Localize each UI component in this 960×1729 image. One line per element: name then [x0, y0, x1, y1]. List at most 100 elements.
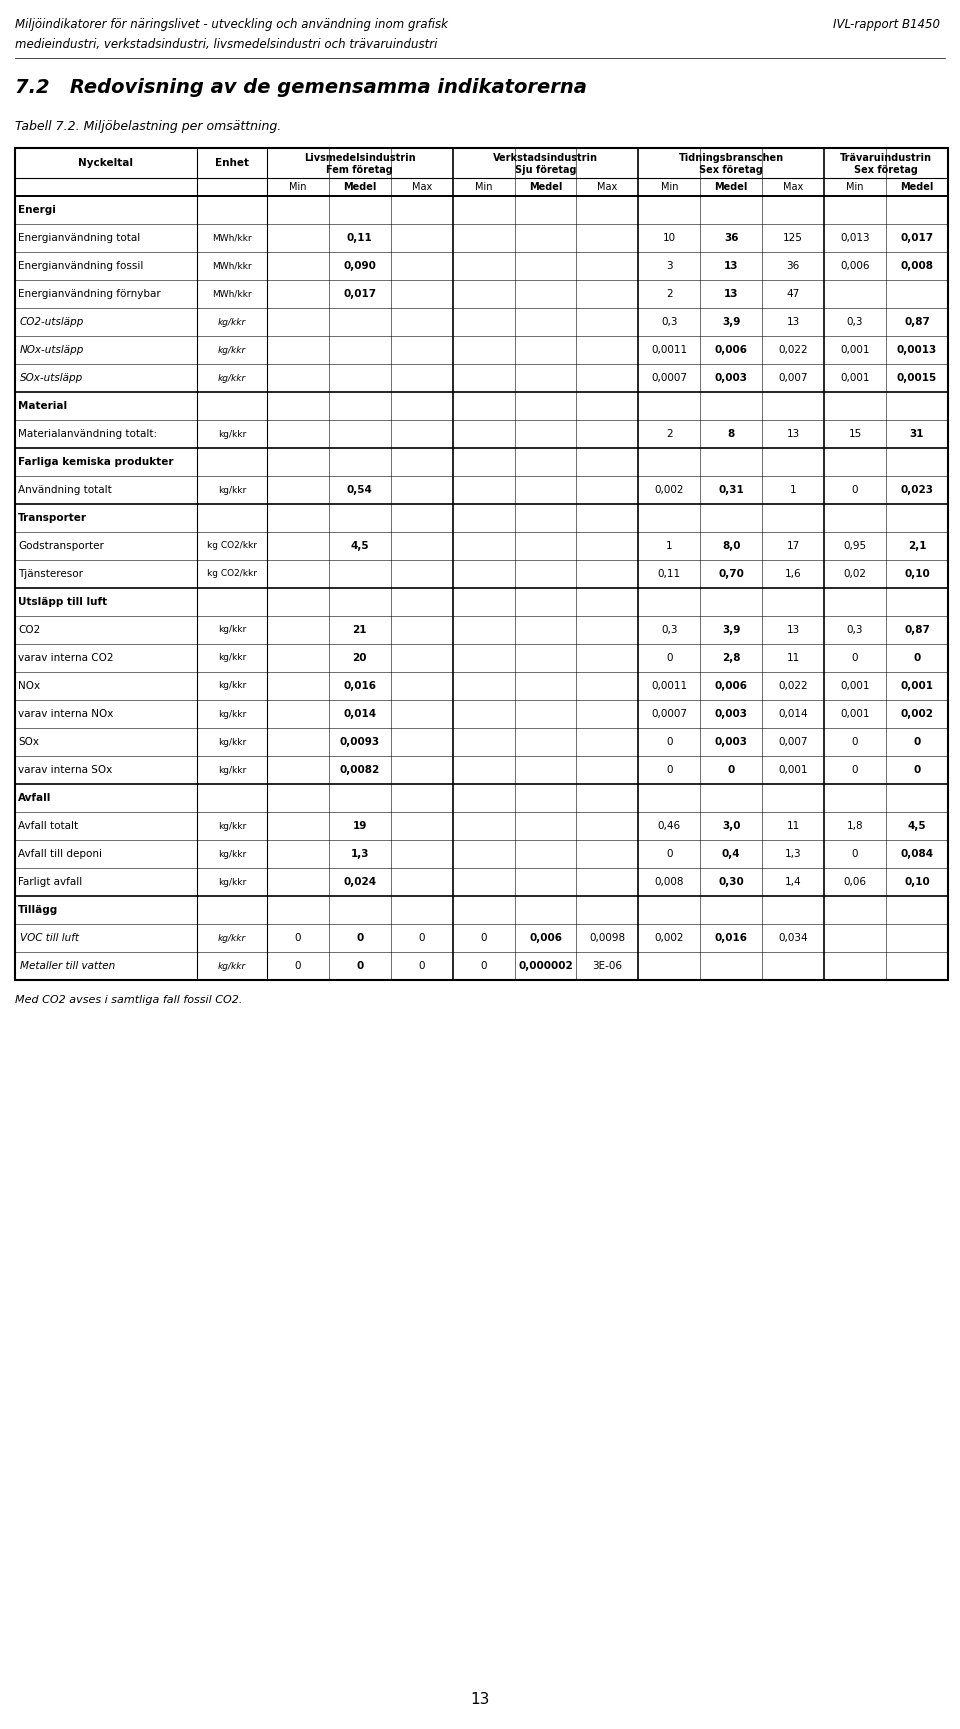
Text: Transporter: Transporter	[18, 514, 87, 522]
Text: 0,090: 0,090	[344, 261, 376, 271]
Text: Avfall till deponi: Avfall till deponi	[18, 849, 102, 859]
Text: Energianvändning fossil: Energianvändning fossil	[18, 261, 143, 271]
Text: Nyckeltal: Nyckeltal	[79, 157, 133, 168]
Text: 19: 19	[352, 821, 367, 832]
Text: 0,001: 0,001	[900, 681, 933, 692]
Text: 0,002: 0,002	[900, 709, 933, 719]
Text: MWh/kkr: MWh/kkr	[212, 233, 252, 242]
Text: 0,0098: 0,0098	[589, 934, 626, 942]
Text: kg CO2/kkr: kg CO2/kkr	[207, 541, 257, 550]
Text: Farligt avfall: Farligt avfall	[18, 877, 83, 887]
Text: Max: Max	[597, 182, 617, 192]
Text: kg/kkr: kg/kkr	[218, 878, 246, 887]
Text: SOx: SOx	[18, 737, 39, 747]
Text: 0,022: 0,022	[779, 346, 808, 354]
Text: 0,0007: 0,0007	[652, 373, 687, 384]
Text: 0,0093: 0,0093	[340, 737, 380, 747]
Text: Sju företag: Sju företag	[515, 164, 576, 175]
Text: 20: 20	[352, 654, 367, 662]
Text: 0: 0	[852, 486, 858, 494]
Text: Verkstadsindustrin: Verkstadsindustrin	[493, 152, 598, 163]
Text: 0: 0	[852, 654, 858, 662]
Text: 2: 2	[666, 289, 673, 299]
Text: 0,0007: 0,0007	[652, 709, 687, 719]
Text: kg/kkr: kg/kkr	[218, 318, 246, 327]
Text: 0: 0	[419, 934, 425, 942]
Text: 47: 47	[786, 289, 800, 299]
Text: varav interna NOx: varav interna NOx	[18, 709, 113, 719]
Text: 0,006: 0,006	[715, 681, 748, 692]
Text: 0,31: 0,31	[718, 486, 744, 494]
Text: 31: 31	[910, 429, 924, 439]
Text: 3,9: 3,9	[722, 316, 740, 327]
Text: 0,06: 0,06	[844, 877, 867, 887]
Text: 0,3: 0,3	[847, 624, 863, 635]
Text: Max: Max	[783, 182, 804, 192]
Text: Medel: Medel	[900, 182, 934, 192]
Text: 0,54: 0,54	[347, 486, 372, 494]
Text: 0,008: 0,008	[900, 261, 933, 271]
Text: 0,0015: 0,0015	[897, 373, 937, 384]
Text: 0: 0	[666, 764, 673, 775]
Text: Tabell 7.2. Miljöbelastning per omsättning.: Tabell 7.2. Miljöbelastning per omsättni…	[15, 119, 281, 133]
Text: SOx-utsläpp: SOx-utsläpp	[20, 373, 84, 384]
Text: 17: 17	[786, 541, 800, 552]
Text: Farliga kemiska produkter: Farliga kemiska produkter	[18, 456, 174, 467]
Text: 7.2   Redovisning av de gemensamma indikatorerna: 7.2 Redovisning av de gemensamma indikat…	[15, 78, 587, 97]
Text: kg/kkr: kg/kkr	[218, 738, 246, 747]
Text: 0,0082: 0,0082	[340, 764, 380, 775]
Text: Materialanvändning totalt:: Materialanvändning totalt:	[18, 429, 157, 439]
Text: IVL-rapport B1450: IVL-rapport B1450	[833, 17, 940, 31]
Bar	[15, 149, 948, 980]
Text: Material: Material	[18, 401, 67, 412]
Text: 0: 0	[419, 961, 425, 972]
Text: 0,3: 0,3	[661, 624, 678, 635]
Text: Metaller till vatten: Metaller till vatten	[20, 961, 115, 972]
Text: 10: 10	[662, 233, 676, 244]
Text: 0,10: 0,10	[904, 877, 930, 887]
Text: 0,001: 0,001	[840, 681, 870, 692]
Text: 11: 11	[786, 821, 800, 832]
Text: Tidningsbranschen: Tidningsbranschen	[679, 152, 784, 163]
Text: Enhet: Enhet	[215, 157, 249, 168]
Text: kg/kkr: kg/kkr	[218, 961, 246, 970]
Text: Medel: Medel	[343, 182, 376, 192]
Text: 0: 0	[295, 934, 301, 942]
Text: 13: 13	[724, 289, 738, 299]
Text: 0,017: 0,017	[900, 233, 934, 244]
Text: 0,0011: 0,0011	[651, 681, 687, 692]
Text: 0,008: 0,008	[655, 877, 684, 887]
Text: 0,003: 0,003	[715, 737, 748, 747]
Text: 1,8: 1,8	[847, 821, 863, 832]
Text: kg/kkr: kg/kkr	[218, 766, 246, 775]
Text: kg/kkr: kg/kkr	[218, 821, 246, 830]
Text: CO2: CO2	[18, 624, 40, 635]
Text: Min: Min	[660, 182, 678, 192]
Text: medieindustri, verkstadsindustri, livsmedelsindustri och trävaruindustri: medieindustri, verkstadsindustri, livsme…	[15, 38, 438, 50]
Text: Energianvändning förnybar: Energianvändning förnybar	[18, 289, 160, 299]
Text: 13: 13	[786, 316, 800, 327]
Text: Min: Min	[847, 182, 864, 192]
Text: 2: 2	[666, 429, 673, 439]
Text: Medel: Medel	[714, 182, 748, 192]
Text: 0: 0	[666, 654, 673, 662]
Text: 3: 3	[666, 261, 673, 271]
Text: 0,3: 0,3	[847, 316, 863, 327]
Text: 0,10: 0,10	[904, 569, 930, 579]
Text: 0,013: 0,013	[840, 233, 870, 244]
Text: 0,002: 0,002	[655, 934, 684, 942]
Text: CO2-utsläpp: CO2-utsläpp	[20, 316, 84, 327]
Text: Avfall: Avfall	[18, 794, 52, 802]
Text: Tillägg: Tillägg	[18, 904, 59, 915]
Text: 0,30: 0,30	[718, 877, 744, 887]
Text: 0: 0	[852, 849, 858, 859]
Text: 36: 36	[724, 233, 738, 244]
Text: Medel: Medel	[529, 182, 563, 192]
Text: kg/kkr: kg/kkr	[218, 373, 246, 382]
Text: Tjänsteresor: Tjänsteresor	[18, 569, 83, 579]
Text: 2,8: 2,8	[722, 654, 740, 662]
Text: 1,4: 1,4	[785, 877, 802, 887]
Text: 0,022: 0,022	[779, 681, 808, 692]
Text: 0: 0	[913, 737, 921, 747]
Text: Miljöindikatorer för näringslivet - utveckling och användning inom grafisk: Miljöindikatorer för näringslivet - utve…	[15, 17, 448, 31]
